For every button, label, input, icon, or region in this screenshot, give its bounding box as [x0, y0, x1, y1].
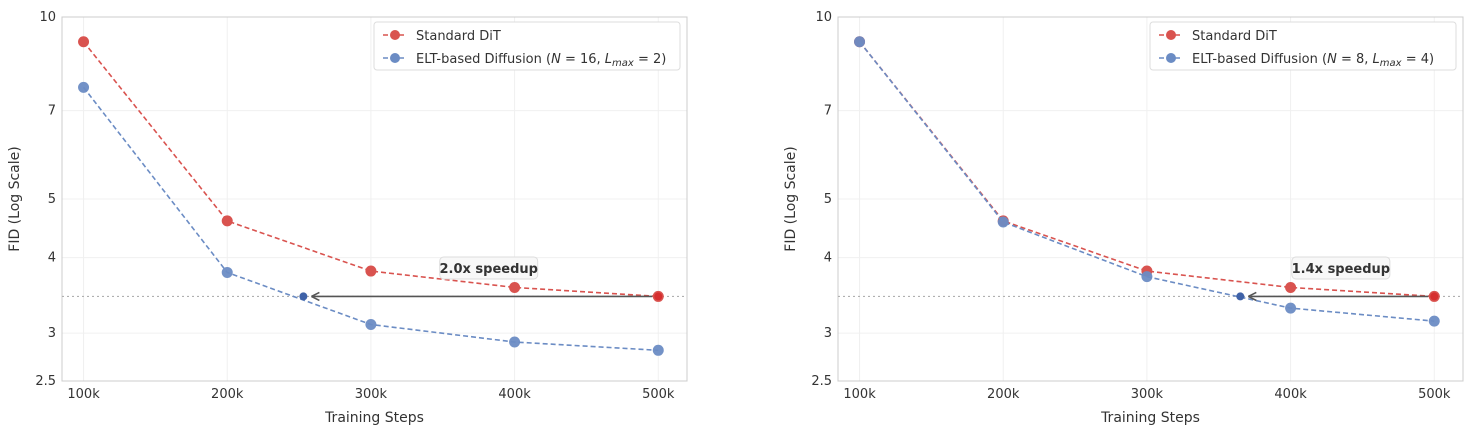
x-tick-label: 500k [1418, 387, 1451, 402]
x-tick-label: 500k [642, 387, 675, 402]
legend-swatch-marker-0 [390, 30, 400, 40]
legend-n-value: 16 [580, 52, 597, 67]
y-tick-label: 4 [824, 251, 832, 266]
legend-box [1149, 21, 1457, 71]
y-tick-label: 3 [824, 326, 832, 341]
x-tick-label: 100k [67, 387, 100, 402]
legend-n-value: 8 [1356, 52, 1364, 67]
y-axis-title: FID (Log Scale) [7, 146, 23, 251]
y-tick-label: 4 [48, 251, 56, 266]
x-tick-label: 300k [1131, 387, 1164, 402]
series-0-point [1285, 281, 1297, 293]
speedup-arrow-head [1247, 291, 1257, 302]
y-tick-label: 2.5 [35, 374, 56, 389]
legend-box [373, 21, 681, 71]
legend-eq: = [1402, 52, 1421, 67]
legend-label-prefix: ELT-based Diffusion ( [1192, 52, 1327, 67]
y-axis-title: FID (Log Scale) [783, 146, 799, 251]
y-tick-label: 10 [815, 10, 832, 25]
legend-close: ) [661, 52, 666, 67]
speedup-annotation: 1.4x speedup [1292, 262, 1390, 277]
x-tick-label: 300k [355, 387, 388, 402]
legend-symbol-l: L [1373, 52, 1380, 67]
legend-l-value: 4 [1421, 52, 1429, 67]
series-0-point [509, 281, 521, 293]
legend-subscript-max: max [612, 58, 634, 69]
x-tick-label: 200k [211, 387, 244, 402]
legend-subscript-max: max [1380, 58, 1402, 69]
y-tick-label: 5 [824, 192, 832, 207]
legend-swatch-marker-0 [1166, 30, 1176, 40]
plot-frame [61, 16, 688, 382]
y-tick-label: 2.5 [811, 374, 832, 389]
legend-eq: = [561, 52, 580, 67]
series-1-point [365, 319, 377, 331]
series-1-point [1141, 271, 1153, 283]
x-tick-label: 400k [498, 387, 531, 402]
series-1-point [997, 216, 1009, 228]
speedup-annotation: 2.0x speedup [439, 262, 537, 277]
y-tick-label: 10 [39, 10, 56, 25]
y-tick-label: 7 [824, 104, 832, 119]
legend-symbol-n: N [1327, 52, 1337, 67]
speedup-marker-standard [1430, 292, 1439, 301]
series-1-point [509, 336, 521, 348]
right-chart-panel: 2.5 3 4 5 7 10 100k 200k 300k 400k 500k Training St… [783, 10, 1464, 426]
legend-eq: = [1337, 52, 1356, 67]
x-axis-title: Training Steps [324, 410, 424, 426]
series-1-point [1285, 302, 1297, 314]
series-line-0 [82, 41, 659, 298]
legend-l-value: 2 [653, 52, 661, 67]
x-axis-title: Training Steps [1100, 410, 1200, 426]
speedup-annotation-box [1291, 256, 1391, 280]
series-1-point [1428, 315, 1440, 327]
legend-close: ) [1429, 52, 1434, 67]
legend-symbol-l: L [605, 52, 612, 67]
x-tick-label: 100k [843, 387, 876, 402]
x-tick-label: 200k [987, 387, 1020, 402]
speedup-marker-elt [299, 292, 308, 301]
speedup-arrow-head [311, 291, 320, 302]
series-1-point [78, 81, 90, 93]
series-1-point [854, 36, 866, 48]
speedup-marker-elt [1236, 292, 1245, 301]
legend-swatch-marker-1 [1166, 53, 1176, 63]
legend-comma: , [1364, 52, 1372, 67]
legend-comma: , [597, 52, 605, 67]
plot-frame [837, 16, 1464, 382]
y-tick-label: 3 [48, 326, 56, 341]
legend-label-prefix: ELT-based Diffusion ( [416, 52, 551, 67]
legend-symbol-n: N [551, 52, 561, 67]
x-tick-label: 400k [1274, 387, 1307, 402]
legend-label-1: ELT-based Diffusion (N = 16, Lmax = 2) [416, 52, 666, 69]
legend-label-0: Standard DiT [416, 29, 501, 44]
series-1-point [221, 266, 233, 278]
legend-label-1: ELT-based Diffusion (N = 8, Lmax = 4) [1192, 52, 1434, 69]
series-0-point [221, 215, 233, 227]
speedup-annotation-box [439, 256, 539, 280]
series-0-point [365, 265, 377, 277]
series-0-point [78, 36, 90, 48]
legend-eq: = [634, 52, 653, 67]
y-tick-label: 7 [48, 104, 56, 119]
legend-label-0: Standard DiT [1192, 29, 1277, 44]
series-1-point [652, 344, 664, 356]
speedup-marker-standard [654, 292, 663, 301]
y-tick-label: 5 [48, 192, 56, 207]
left-chart-panel: 2.5 3 4 5 7 10 100k 200k 300k 400k 500k Training St… [7, 10, 688, 426]
legend-swatch-marker-1 [390, 53, 400, 63]
